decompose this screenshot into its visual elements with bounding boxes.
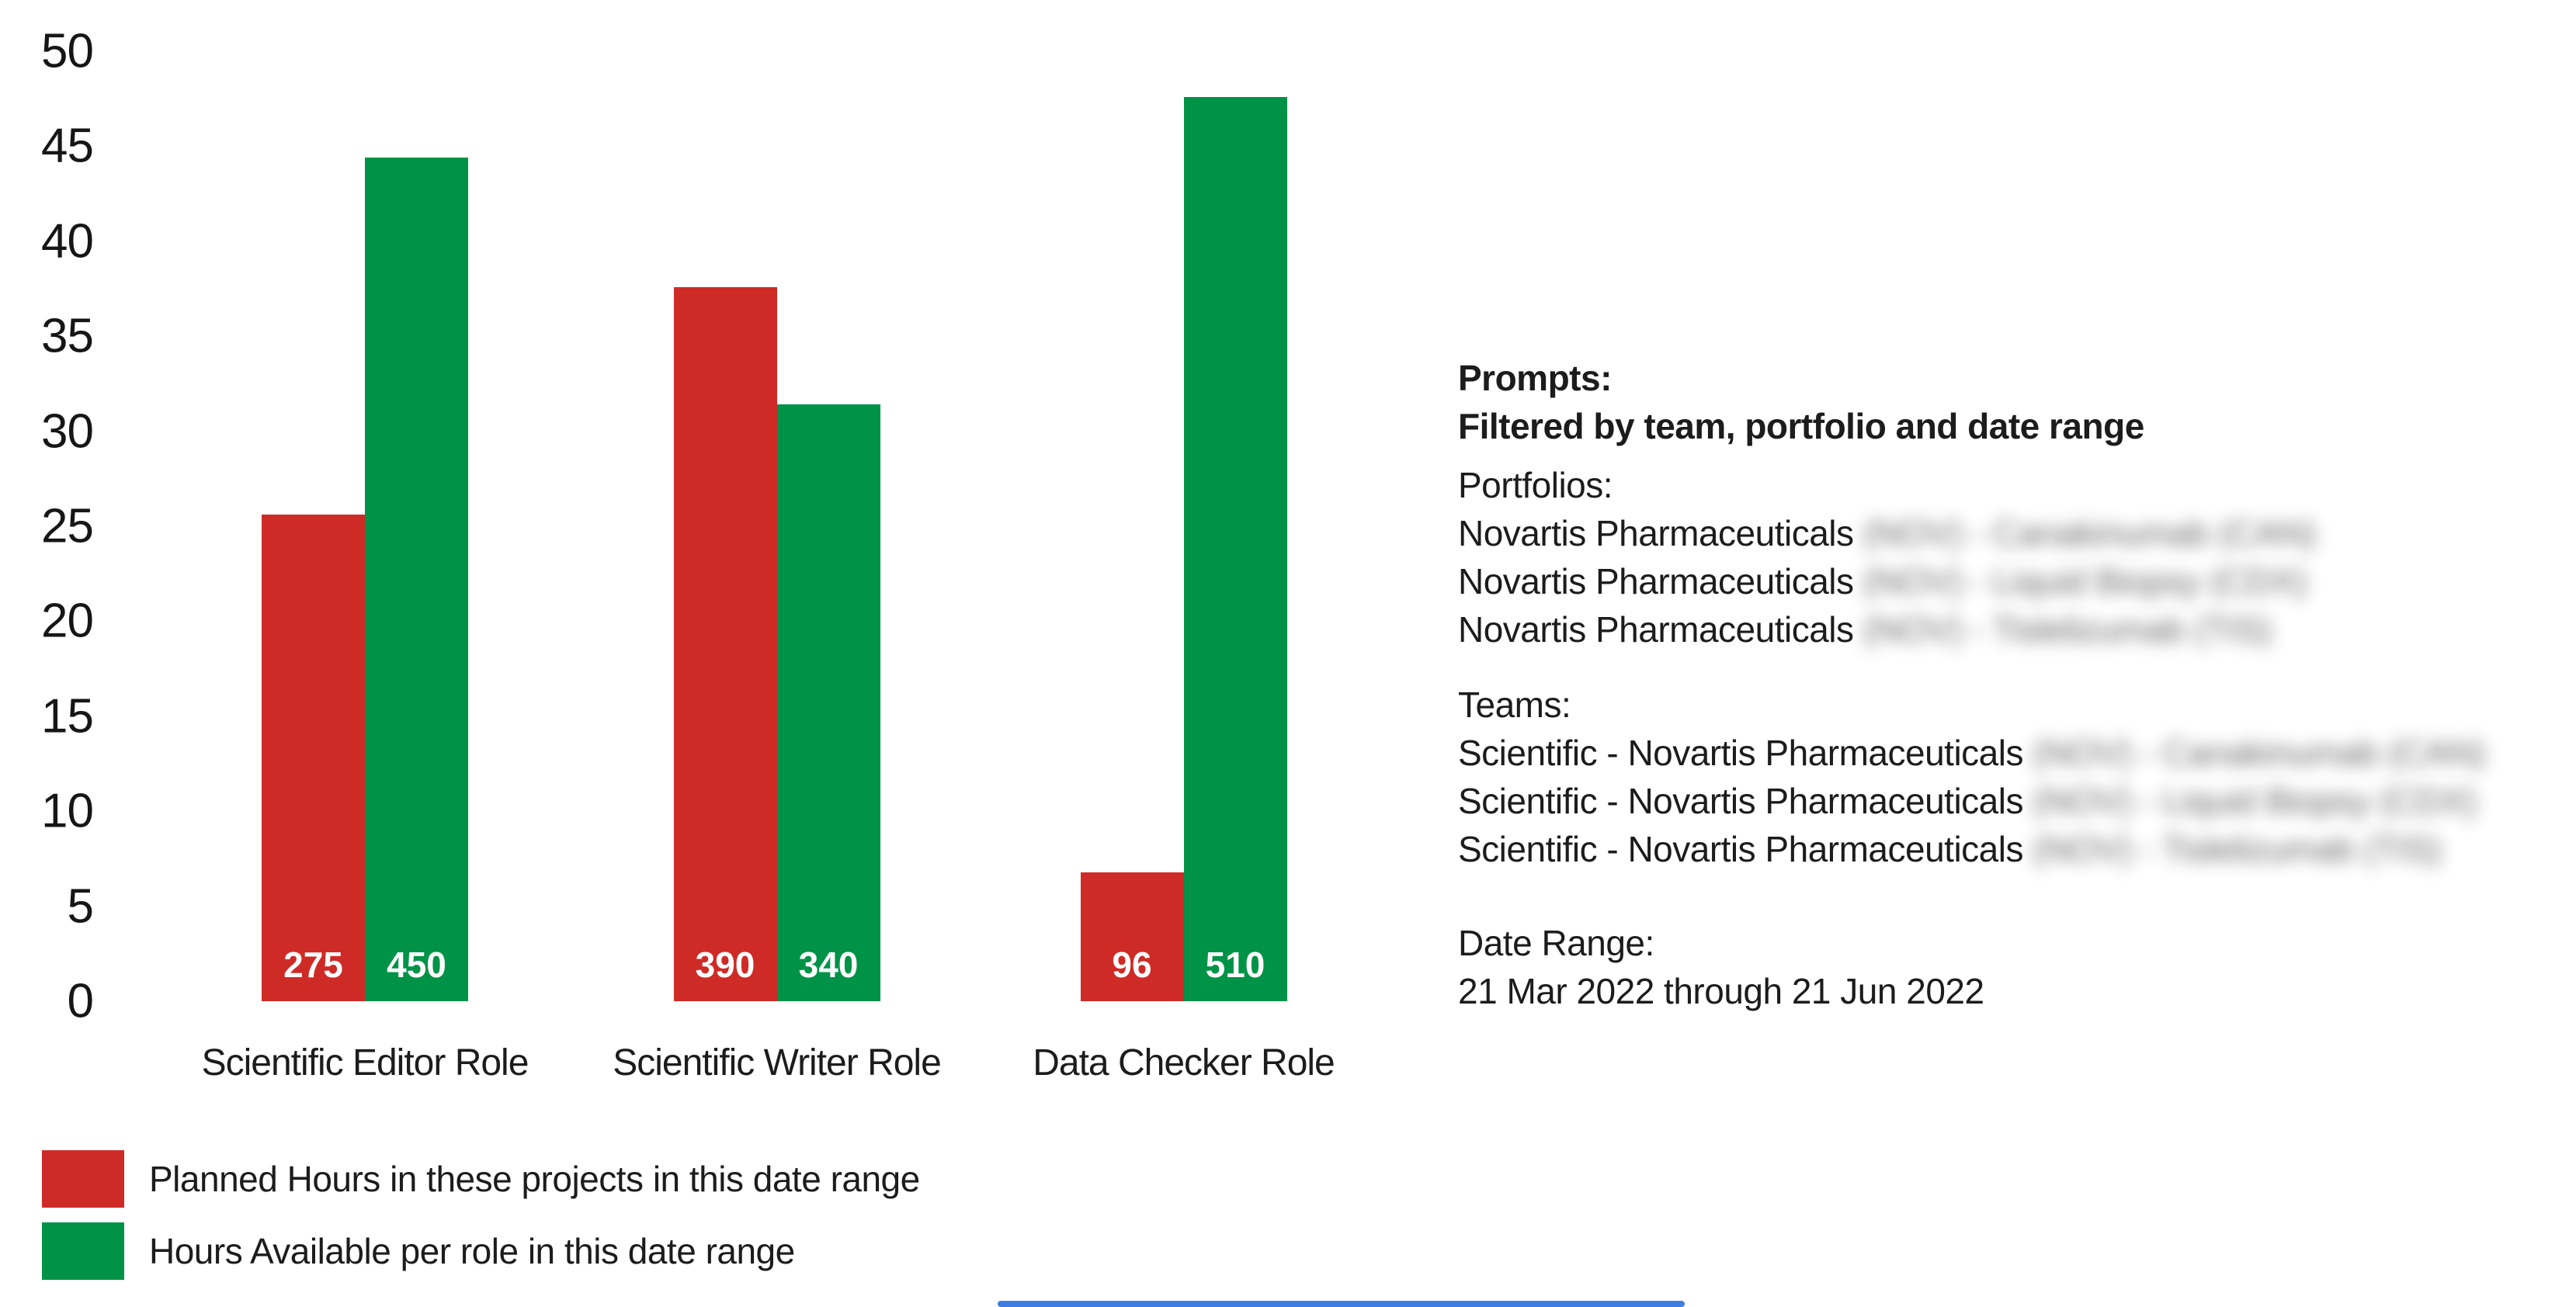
y-axis-tick-label: 20: [41, 594, 94, 648]
bar-value-label: 96: [1112, 944, 1152, 985]
y-axis-tick-label: 30: [41, 404, 94, 459]
horizontal-scrollbar-thumb[interactable]: [998, 1301, 1685, 1307]
legend-item-available: Hours Available per role in this date ra…: [42, 1222, 795, 1280]
team-redacted-text: (NOV) - Canakinumab (CAN): [2033, 733, 2486, 773]
bar-planned-data-checker-role[interactable]: 96: [1080, 872, 1184, 1001]
bar-value-label: 340: [798, 944, 859, 985]
team-prefix: Scientific - Novartis Pharmaceuticals: [1458, 781, 2023, 821]
team-prefix: Scientific - Novartis Pharmaceuticals: [1458, 733, 2023, 773]
teams-block: Teams: Scientific - Novartis Pharmaceuti…: [1458, 681, 2486, 873]
category-label-data-checker-role: Data Checker Role: [1033, 1042, 1335, 1083]
legend-swatch-planned-icon: [42, 1150, 124, 1208]
bar-available-scientific-editor-role[interactable]: 450: [365, 158, 468, 1001]
prompts-block: Prompts: Filtered by team, portfolio and…: [1458, 354, 2144, 450]
portfolios-label: Portfolios:: [1458, 465, 1613, 505]
team-line: Scientific - Novartis Pharmaceuticals (N…: [1458, 825, 2485, 873]
y-axis-tick-label: 0: [67, 974, 94, 1028]
y-axis-tick-label: 40: [41, 214, 94, 269]
portfolio-prefix: Novartis Pharmaceuticals: [1458, 561, 1854, 601]
team-prefix: Scientific - Novartis Pharmaceuticals: [1458, 829, 2023, 869]
bar-value-label: 275: [283, 944, 343, 985]
portfolio-line: Novartis Pharmaceuticals (NOV) - Tisleli…: [1458, 605, 2316, 654]
team-redacted-text: (NOV) - Liquid Biopsy (CDX): [2033, 781, 2477, 821]
bar-value-label: 450: [387, 944, 446, 985]
team-line: Scientific - Novartis Pharmaceuticals (N…: [1458, 777, 2485, 825]
legend-label-available: Hours Available per role in this date ra…: [149, 1231, 795, 1271]
category-label-scientific-editor-role: Scientific Editor Role: [201, 1042, 529, 1083]
portfolio-line: Novartis Pharmaceuticals (NOV) - Canakin…: [1458, 509, 2316, 557]
prompts-title: Prompts:: [1458, 358, 1612, 398]
y-axis-tick-label: 10: [41, 784, 94, 838]
y-axis-tick-label: 35: [41, 309, 94, 363]
portfolio-prefix: Novartis Pharmaceuticals: [1458, 609, 1854, 650]
portfolios-block: Portfolios: Novartis Pharmaceuticals (NO…: [1458, 461, 2316, 654]
category-label-scientific-writer-role: Scientific Writer Role: [613, 1042, 942, 1083]
portfolio-redacted-text: (NOV) - Canakinumab (CAN): [1863, 513, 2317, 553]
y-axis-tick-label: 15: [41, 689, 94, 744]
bar-planned-scientific-writer-role[interactable]: 390: [673, 286, 777, 1001]
y-axis-tick-label: 50: [41, 24, 94, 78]
team-redacted-text: (NOV) - Tislelizumab (TIS): [2033, 829, 2442, 869]
bar-planned-scientific-editor-role[interactable]: 275: [262, 515, 365, 1001]
portfolio-redacted-text: (NOV) - Liquid Biopsy (CDX): [1863, 561, 2307, 601]
chart-plot-area: 0 5 10 15 20 25 30 35 40 45 50 275 450 Scientific Edi…: [41, 24, 1335, 1084]
portfolio-line: Novartis Pharmaceuticals (NOV) - Liquid …: [1458, 557, 2316, 605]
date-range-block: Date Range: 21 Mar 2022 through 21 Jun 2…: [1458, 919, 1984, 1015]
prompts-subtitle: Filtered by team, portfolio and date ran…: [1458, 406, 2144, 446]
bar-available-scientific-writer-role[interactable]: 340: [776, 404, 880, 1001]
bar-value-label: 390: [695, 944, 755, 985]
bar-value-label: 510: [1205, 944, 1265, 985]
date-range-value: 21 Mar 2022 through 21 Jun 2022: [1458, 971, 1984, 1011]
legend-label-planned: Planned Hours in these projects in this …: [149, 1159, 920, 1199]
y-axis-tick-label: 45: [41, 119, 94, 173]
legend-swatch-available-icon: [42, 1222, 124, 1280]
legend-item-planned: Planned Hours in these projects in this …: [42, 1150, 920, 1208]
teams-label: Teams:: [1458, 685, 1571, 725]
team-line: Scientific - Novartis Pharmaceuticals (N…: [1458, 729, 2486, 777]
y-axis-tick-label: 5: [67, 879, 94, 934]
y-axis-tick-label: 25: [41, 499, 94, 553]
bar-available-data-checker-role[interactable]: 510: [1183, 96, 1287, 1001]
portfolio-redacted-text: (NOV) - Tislelizumab (TIS): [1863, 609, 2272, 650]
date-range-label: Date Range:: [1458, 923, 1654, 963]
portfolio-prefix: Novartis Pharmaceuticals: [1458, 513, 1854, 553]
